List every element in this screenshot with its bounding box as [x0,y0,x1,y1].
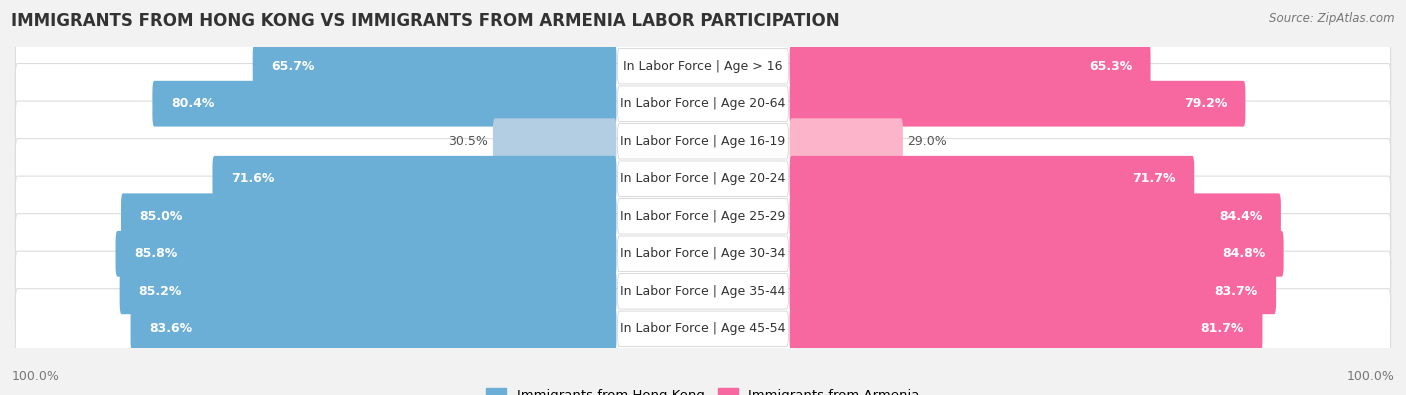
FancyBboxPatch shape [617,199,789,234]
FancyBboxPatch shape [790,269,1277,314]
Text: 85.2%: 85.2% [138,285,181,298]
FancyBboxPatch shape [15,176,1391,256]
FancyBboxPatch shape [15,139,1391,219]
FancyBboxPatch shape [131,306,616,352]
FancyBboxPatch shape [115,231,616,276]
FancyBboxPatch shape [790,43,1150,89]
Text: In Labor Force | Age 25-29: In Labor Force | Age 25-29 [620,210,786,223]
FancyBboxPatch shape [15,64,1391,144]
FancyBboxPatch shape [494,118,616,164]
Text: 71.7%: 71.7% [1132,172,1175,185]
FancyBboxPatch shape [617,124,789,159]
FancyBboxPatch shape [120,269,616,314]
Text: 79.2%: 79.2% [1184,97,1227,110]
Text: 65.7%: 65.7% [271,60,315,73]
Text: 85.0%: 85.0% [139,210,183,223]
Text: 84.8%: 84.8% [1222,247,1265,260]
Text: 65.3%: 65.3% [1088,60,1132,73]
Text: IMMIGRANTS FROM HONG KONG VS IMMIGRANTS FROM ARMENIA LABOR PARTICIPATION: IMMIGRANTS FROM HONG KONG VS IMMIGRANTS … [11,12,839,30]
Text: 29.0%: 29.0% [907,135,948,148]
FancyBboxPatch shape [790,81,1246,126]
FancyBboxPatch shape [617,86,789,121]
FancyBboxPatch shape [15,26,1391,106]
Text: 85.8%: 85.8% [134,247,177,260]
Text: 71.6%: 71.6% [231,172,274,185]
FancyBboxPatch shape [617,311,789,346]
Text: 83.7%: 83.7% [1215,285,1258,298]
Text: 100.0%: 100.0% [1347,370,1395,383]
Text: In Labor Force | Age 30-34: In Labor Force | Age 30-34 [620,247,786,260]
Text: Source: ZipAtlas.com: Source: ZipAtlas.com [1270,12,1395,25]
Text: In Labor Force | Age 45-54: In Labor Force | Age 45-54 [620,322,786,335]
Text: 30.5%: 30.5% [449,135,488,148]
FancyBboxPatch shape [790,194,1281,239]
FancyBboxPatch shape [790,306,1263,352]
FancyBboxPatch shape [15,289,1391,369]
FancyBboxPatch shape [617,236,789,271]
Text: In Labor Force | Age 35-44: In Labor Force | Age 35-44 [620,285,786,298]
FancyBboxPatch shape [790,118,903,164]
Text: In Labor Force | Age > 16: In Labor Force | Age > 16 [623,60,783,73]
Text: In Labor Force | Age 20-64: In Labor Force | Age 20-64 [620,97,786,110]
FancyBboxPatch shape [121,194,616,239]
FancyBboxPatch shape [790,231,1284,276]
Legend: Immigrants from Hong Kong, Immigrants from Armenia: Immigrants from Hong Kong, Immigrants fr… [481,383,925,395]
FancyBboxPatch shape [253,43,616,89]
Text: 100.0%: 100.0% [11,370,59,383]
Text: 83.6%: 83.6% [149,322,193,335]
Text: 84.4%: 84.4% [1219,210,1263,223]
FancyBboxPatch shape [15,251,1391,331]
FancyBboxPatch shape [152,81,616,126]
FancyBboxPatch shape [15,214,1391,294]
FancyBboxPatch shape [15,101,1391,181]
FancyBboxPatch shape [790,156,1194,201]
Text: In Labor Force | Age 16-19: In Labor Force | Age 16-19 [620,135,786,148]
Text: 81.7%: 81.7% [1201,322,1244,335]
FancyBboxPatch shape [212,156,616,201]
FancyBboxPatch shape [617,161,789,196]
FancyBboxPatch shape [617,274,789,309]
FancyBboxPatch shape [617,49,789,84]
Text: 80.4%: 80.4% [170,97,214,110]
Text: In Labor Force | Age 20-24: In Labor Force | Age 20-24 [620,172,786,185]
